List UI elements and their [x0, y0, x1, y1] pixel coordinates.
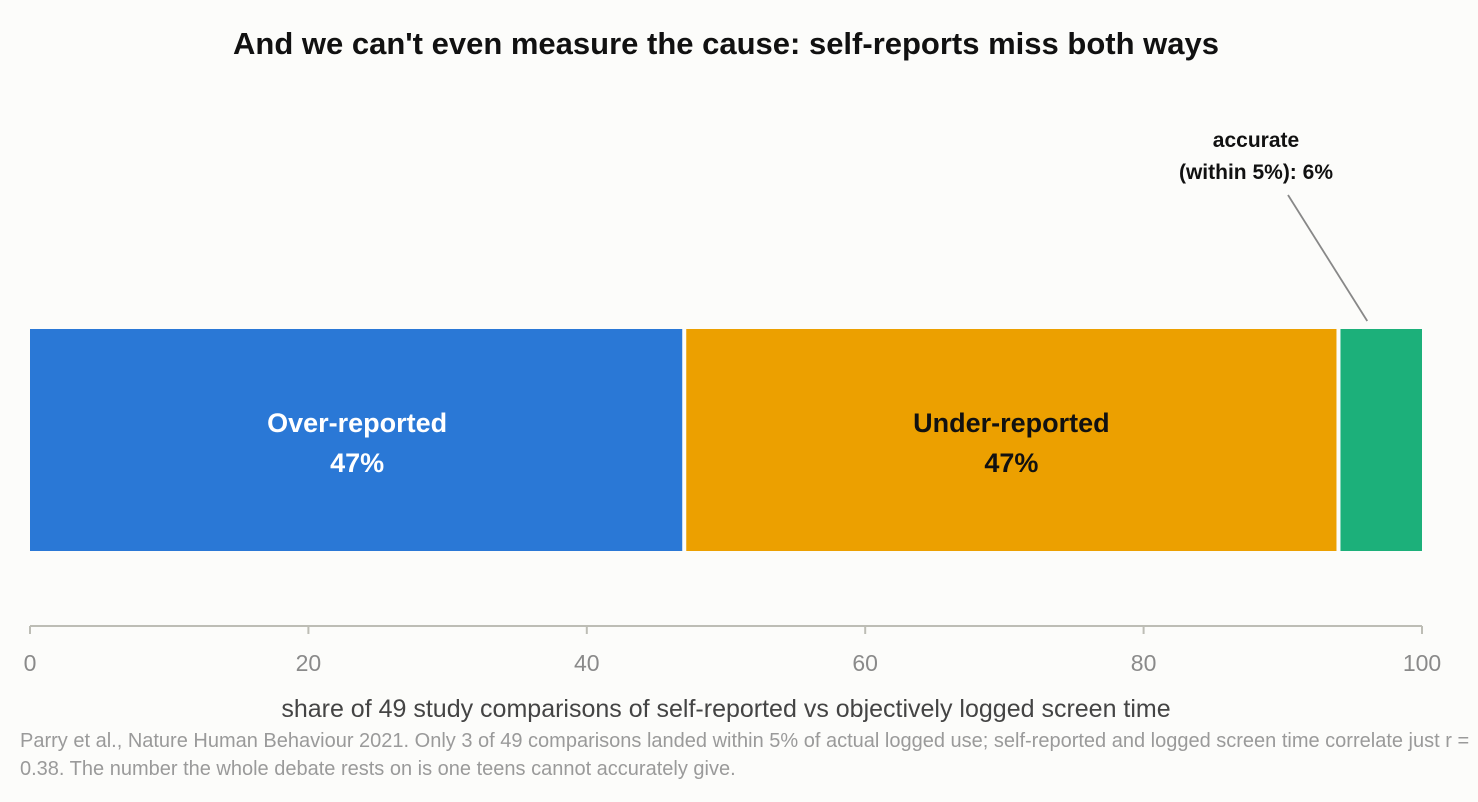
- annotation-line-1: accurate: [1213, 129, 1299, 152]
- x-axis: 0 20 40 60 80 100: [24, 625, 1441, 676]
- source-caption: Parry et al., Nature Human Behaviour 202…: [20, 730, 1470, 780]
- segment-value-label: 47%: [330, 448, 384, 478]
- bar-segment-over-reported: [30, 329, 683, 551]
- annotation-leader-line: [1287, 194, 1369, 322]
- annotation: accurate (within 5%): 6%: [1179, 129, 1369, 322]
- x-tick-label: 80: [1131, 650, 1157, 676]
- bar-group: [30, 329, 1422, 551]
- segment-value-label: 47%: [984, 448, 1038, 478]
- x-tick-label: 40: [574, 650, 600, 676]
- segment-name-label: Under-reported: [913, 408, 1110, 438]
- x-axis-label: share of 49 study comparisons of self-re…: [281, 695, 1170, 723]
- chart: And we can't even measure the cause: sel…: [24, 26, 1442, 723]
- annotation-line-2: (within 5%): 6%: [1179, 161, 1333, 184]
- x-tick-label: 60: [852, 650, 878, 676]
- chart-title: And we can't even measure the cause: sel…: [233, 26, 1219, 61]
- bar-segment-accurate: [1340, 329, 1422, 551]
- x-tick-label: 20: [296, 650, 322, 676]
- segment-name-label: Over-reported: [267, 408, 447, 438]
- x-tick-label: 100: [1403, 650, 1441, 676]
- segment-labels: Over-reported 47% Under-reported 47%: [267, 408, 1110, 478]
- x-tick-label: 0: [24, 650, 37, 676]
- bar-segment-under-reported: [686, 329, 1337, 551]
